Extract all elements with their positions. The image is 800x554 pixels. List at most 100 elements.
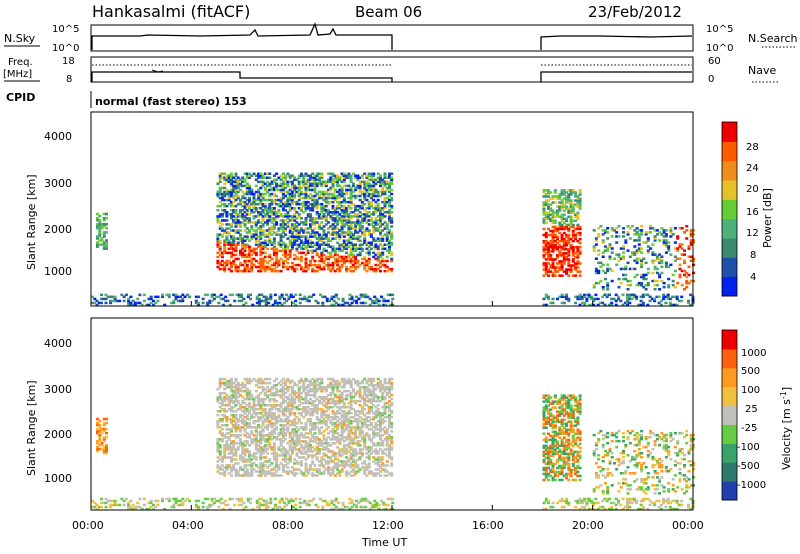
power-cell [622,255,625,258]
power-cell [646,239,650,242]
power-cell [556,209,559,212]
power-cell [290,247,294,251]
power-cell [293,263,297,267]
power-cell [542,239,546,243]
power-cell [102,216,106,220]
velocity-cell [334,499,338,503]
velocity-cell [304,446,308,449]
power-cell [225,231,229,234]
power-cell [225,237,229,240]
velocity-cell [220,401,224,405]
power-cell [250,200,254,204]
velocity-cell [295,426,299,429]
power-cell [358,221,362,224]
power-cell [678,267,682,271]
power-cell [297,215,301,218]
velocity-cell [241,450,245,453]
velocity-cell [259,381,263,385]
power-cell [279,223,283,226]
power-cell [225,215,229,218]
power-cell [254,265,258,269]
power-cell [318,255,321,259]
power-cell [302,176,306,179]
velocity-cell [547,501,550,505]
power-cell [261,180,265,184]
power-cell [574,195,578,198]
power-cell [239,229,242,232]
power-cell [241,184,245,188]
velocity-cell [252,462,256,465]
power-cell [295,263,299,267]
velocity-cell [650,501,654,505]
power-cell [379,253,382,257]
power-cell [375,297,379,301]
power-cell [578,191,582,194]
velocity-cell [259,472,263,475]
power-cell [626,279,630,283]
power-cell [232,249,236,253]
velocity-cell [138,497,142,501]
velocity-cell [227,397,231,401]
velocity-cell [245,472,249,475]
velocity-cell [227,472,231,475]
power-cell [578,205,582,208]
power-colorbar: 28 24 20 16 12 8 4 Power [dB] [721,121,774,297]
power-cell [637,235,641,238]
velocity-cell [239,466,242,469]
power-cell [383,263,387,267]
power-cell [281,202,285,206]
power-cell [254,223,258,226]
power-cell [587,295,591,299]
velocity-cell [364,505,368,509]
power-cell [102,235,106,238]
velocity-cell [302,434,306,437]
power-cell [250,211,254,214]
power-cbar-label: Power [dB] [761,188,774,248]
velocity-cell [248,412,251,415]
power-cell [348,303,352,307]
power-cell [544,293,548,297]
velocity-cell [281,428,285,431]
velocity-cell [299,444,303,447]
power-cell [293,215,297,218]
velocity-cell [589,501,593,505]
power-cell [297,231,301,234]
power-cell [669,229,673,232]
velocity-cell [325,503,329,507]
power-cell [272,227,276,230]
power-cell [284,247,288,251]
velocity-cell [286,428,290,431]
power-cell [622,257,625,260]
power-cell [347,227,351,230]
velocity-cell [281,377,285,381]
power-cell [342,213,346,216]
power-cell [377,299,381,303]
velocity-cell [138,505,142,509]
power-cell [576,231,580,235]
power-cell [281,223,285,226]
power-cell [390,217,394,220]
power-cell [252,204,256,208]
power-cell [270,225,274,228]
power-cell [294,299,298,303]
power-cell [336,200,340,204]
velocity-cell [220,397,224,401]
power-cell [241,263,245,267]
power-cell [288,219,292,222]
power-cell [299,265,303,269]
power-cell [556,205,559,208]
power-cell [268,172,272,175]
velocity-cell [102,445,106,449]
power-cell [651,243,655,246]
power-cell [367,267,371,271]
power-cell [259,269,263,273]
velocity-cell [181,497,185,501]
velocity-cell [639,503,643,507]
power-cell [273,299,277,303]
velocity-cell [246,497,250,501]
power-cell [261,192,265,196]
power-cell [299,192,303,196]
velocity-cell [136,501,140,505]
velocity-cell [227,448,231,451]
power-cell [234,245,238,248]
